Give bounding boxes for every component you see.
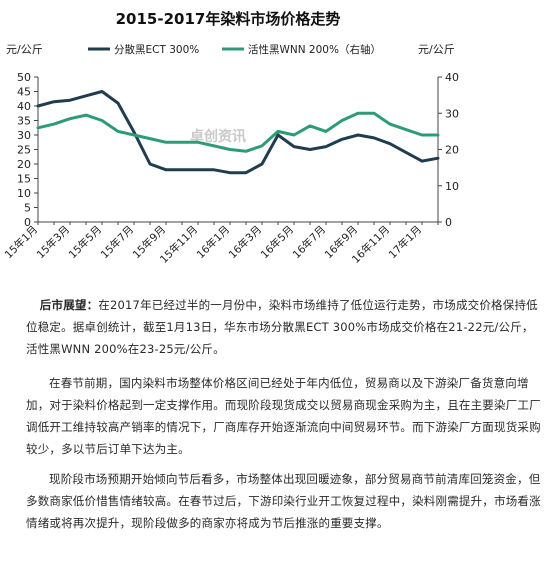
left-axis-unit: 元/公斤 [6,43,43,56]
article-paragraph-outlook: 后市展望：在2017年已经过半的一月份中，染料市场维持了低位运行走势，市场成交价… [26,294,541,360]
left-axis-tick-label: 5 [24,202,31,215]
right-axis-tick-label: 40 [445,71,459,84]
right-axis-unit: 元/公斤 [418,43,455,56]
right-axis-tick-label: 0 [445,216,452,229]
article-paragraph-pre-festival: 在春节前期，国内染料市场整体价格区间已经处于年内低位，贸易商以及下游染厂备货意向… [26,376,541,456]
watermark: 卓创资讯 [190,128,246,145]
right-axis-tick-label: 30 [445,107,459,120]
left-axis-tick-label: 50 [17,71,31,84]
right-axis-tick-label: 10 [445,180,459,193]
outlook-text: 在2017年已经过半的一月份中，染料市场维持了低位运行走势，市场成交价格保持低位… [26,298,538,356]
left-axis-tick-label: 35 [17,115,31,128]
x-axis-tick-label: 17年1月 [386,223,424,261]
left-axis-tick-label: 40 [17,100,31,113]
left-axis-tick-label: 10 [17,187,31,200]
legend-label-reactive-black: 活性黑WNN 200%（右轴） [248,43,381,56]
x-axis-tick-label: 15年5月 [66,223,104,261]
left-axis-tick-label: 20 [17,158,31,171]
left-axis-tick-label: 15 [17,173,31,186]
left-axis-tick-label: 30 [17,129,31,142]
legend: 分散黑ECT 300% 活性黑WNN 200%（右轴） [88,43,381,56]
x-axis-tick-label: 16年5月 [258,223,296,261]
article-paragraph-expectation: 现阶段市场预期开始倾向节后看多，市场整体出现回暖迹象，部分贸易商节前清库回笼资金… [26,472,541,530]
x-axis-tick-label: 15年1月 [2,223,40,261]
price-trend-chart: 2015-2017年染料市场价格走势 元/公斤 元/公斤 分散黑ECT 300%… [2,10,459,266]
outlook-lead: 后市展望： [39,298,99,312]
chart-title: 2015-2017年染料市场价格走势 [116,10,341,28]
series-line-reactive-black [36,111,440,153]
article: 后市展望：在2017年已经过半的一月份中，染料市场维持了低位运行走势，市场成交价… [26,294,541,542]
legend-label-disperse-black: 分散黑ECT 300% [114,43,199,56]
right-axis-tick-label: 20 [445,144,459,157]
series-line-disperse-black [36,90,440,175]
x-axis-tick-label: 15年3月 [34,223,72,261]
x-axis-tick-label: 15年7月 [98,223,136,261]
left-axis-tick-label: 45 [17,86,31,99]
x-axis-tick-label: 16年3月 [226,223,264,261]
x-axis-tick-label: 16年1月 [194,223,232,261]
x-axis-tick-label: 16年7月 [290,223,328,261]
left-axis-tick-label: 0 [24,216,31,229]
left-axis-tick-label: 25 [17,144,31,157]
plot-area: 0510152025303540455001020304015年1月15年3月1… [2,71,459,266]
